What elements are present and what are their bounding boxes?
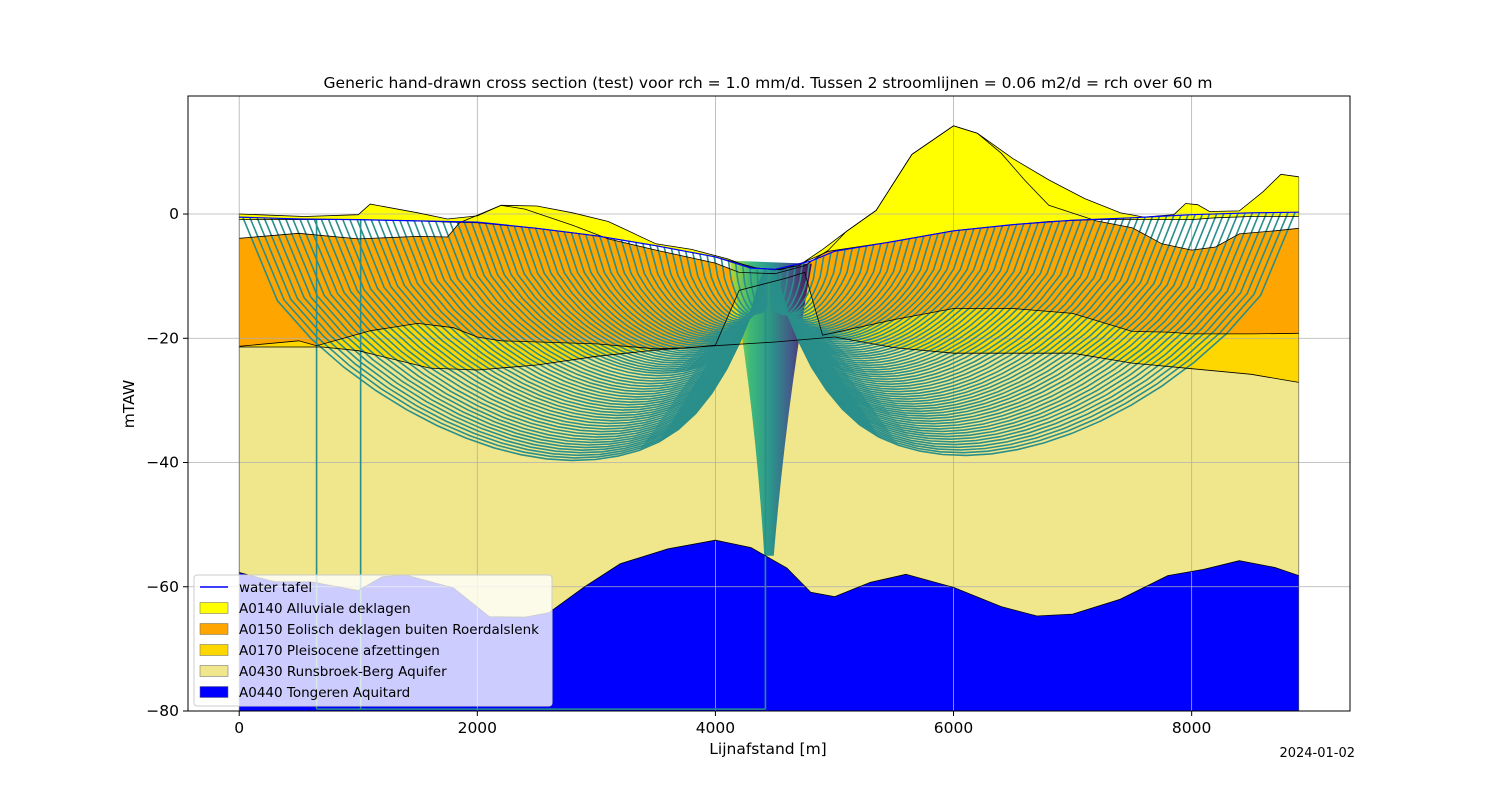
legend-swatch xyxy=(199,644,229,656)
x-tick-label: 2000 xyxy=(458,719,497,737)
layer-boundary xyxy=(239,271,1299,350)
x-tick-label: 8000 xyxy=(1172,719,1211,737)
layer-boundary xyxy=(239,336,1299,383)
y-tick-label: −40 xyxy=(146,454,179,472)
layer-boundary xyxy=(239,125,1299,271)
legend-label: A0140 Alluviale deklagen xyxy=(239,601,411,617)
y-tick-label: −60 xyxy=(146,578,179,596)
legend-label: A0430 Runsbroek-Berg Aquifer xyxy=(239,664,447,680)
date-stamp: 2024-01-02 xyxy=(1279,746,1355,761)
y-tick-label: −20 xyxy=(146,329,179,347)
x-axis: 0 2000 4000 6000 8000 xyxy=(234,711,1211,737)
y-axis-label: mTAW xyxy=(120,380,138,428)
x-axis-label: Lijnafstand [m] xyxy=(709,740,826,758)
x-tick-label: 4000 xyxy=(696,719,735,737)
legend-label: A0440 Tongeren Aquitard xyxy=(239,685,410,701)
plot-area xyxy=(188,96,1350,711)
legend-label: A0150 Eolisch deklagen buiten Roerdalsle… xyxy=(239,622,539,638)
water-table xyxy=(239,211,1299,270)
x-tick-label: 6000 xyxy=(934,719,973,737)
water-table-line xyxy=(239,211,1299,270)
x-tick-label: 0 xyxy=(234,719,244,737)
streamline xyxy=(770,267,782,311)
legend-swatch xyxy=(199,602,229,614)
legend-label: water tafel xyxy=(239,580,312,596)
layer-boundary xyxy=(239,125,1299,275)
legend: water tafel A0140 Alluviale deklagen A0150… xyxy=(193,574,553,707)
y-tick-label: −80 xyxy=(146,702,179,720)
legend-swatch xyxy=(199,665,229,677)
plot-frame xyxy=(187,95,1351,712)
legend-box xyxy=(193,574,553,707)
legend-label: A0170 Pleisocene afzettingen xyxy=(239,643,440,659)
legend-swatch xyxy=(199,623,229,635)
y-axis: −80 −60 −40 −20 0 xyxy=(146,205,188,720)
chart-title: Generic hand-drawn cross section (test) … xyxy=(324,74,1213,92)
drain-convergence-zone xyxy=(729,260,812,556)
y-tick-label: 0 xyxy=(169,205,179,223)
legend-swatch xyxy=(199,686,229,698)
streamlines xyxy=(242,211,1296,710)
